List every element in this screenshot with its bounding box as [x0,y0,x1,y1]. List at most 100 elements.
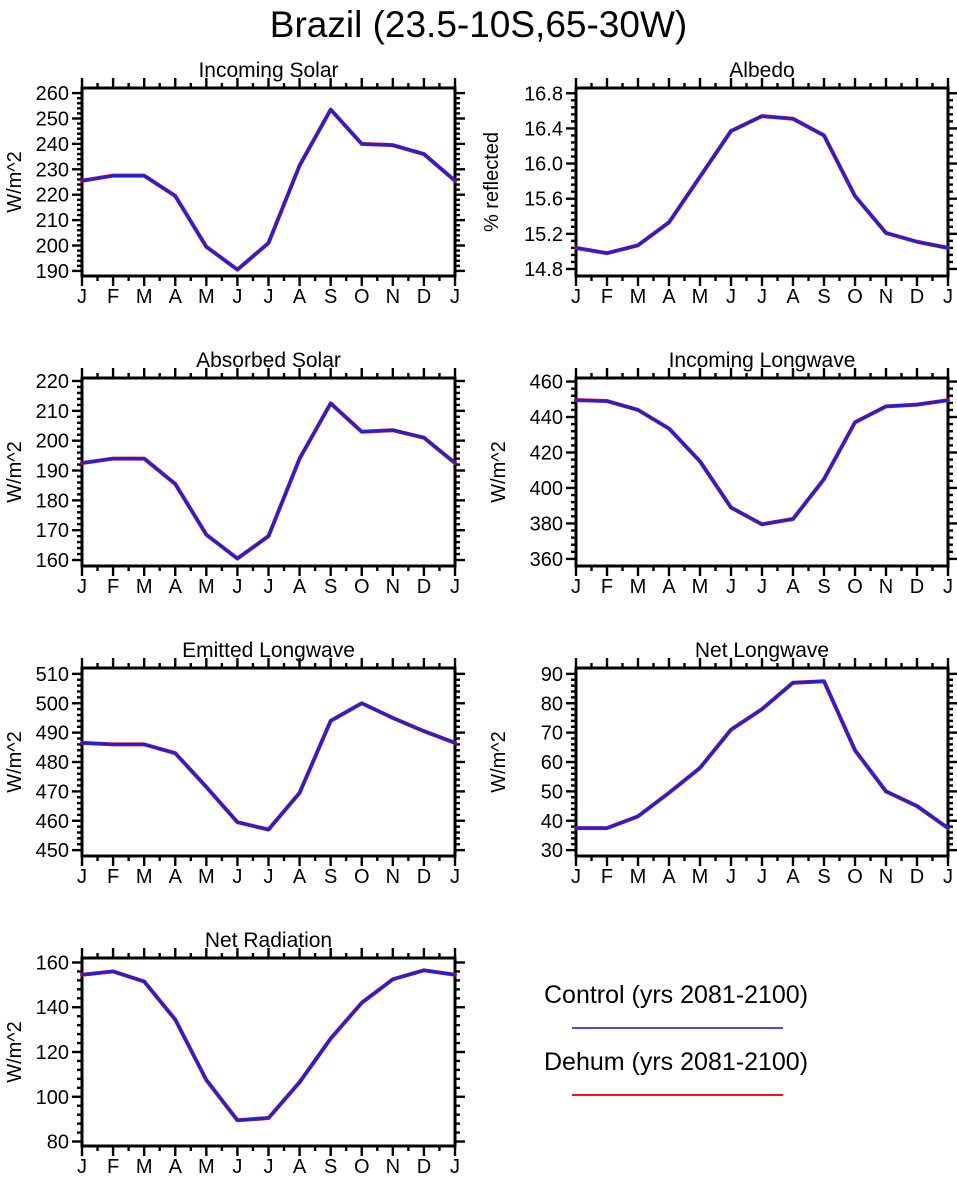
axis-ticks [72,368,465,576]
y-axis-label: W/m^2 [488,441,510,503]
month-label: S [324,1156,337,1178]
panel-title: Emitted Longwave [182,639,355,662]
plot-border [574,376,950,568]
panel-title: Incoming Longwave [669,349,856,372]
plot-border [80,666,457,858]
axis-ticks [566,78,957,286]
y-tick-label: 180 [36,490,69,512]
month-label: O [354,866,370,888]
y-tick-label: 260 [36,83,69,105]
y-tick-label: 460 [36,811,69,833]
month-label: J [726,286,736,308]
month-label: D [910,576,924,598]
month-label: J [943,576,953,598]
axis-ticks [72,78,465,286]
y-tick-label: 220 [36,185,69,207]
y-tick-label: 40 [541,811,563,833]
month-label: M [692,286,709,308]
month-label: N [386,1156,400,1178]
month-label: J [571,286,581,308]
y-tick-label: 80 [541,693,563,715]
y-tick-labels: 190 200 210 220 230 240 250 260 [36,83,69,283]
axis-ticks [566,658,957,866]
month-label: D [910,866,924,888]
y-tick-label: 230 [36,159,69,181]
month-label: A [293,576,307,598]
month-label: O [354,576,370,598]
month-label: M [198,576,215,598]
month-label: A [293,286,307,308]
y-tick-labels: 14.8 15.2 15.6 16.0 16.4 16.8 [524,83,563,281]
month-label: D [417,286,431,308]
month-label: F [107,576,119,598]
y-tick-label: 200 [36,236,69,258]
month-label: A [786,576,800,598]
month-label: A [662,866,676,888]
y-axis-label: W/m^2 [4,151,26,213]
month-label: J [264,1156,274,1178]
y-axis-label: W/m^2 [4,731,26,793]
y-tick-label: 16.4 [524,118,563,140]
month-label: J [232,866,242,888]
month-label: M [692,576,709,598]
y-tick-label: 170 [36,520,69,542]
month-label: J [943,866,953,888]
plot-border [80,956,457,1148]
y-tick-label: 500 [36,693,69,715]
y-tick-label: 250 [36,108,69,130]
month-label: M [198,866,215,888]
month-label: F [107,1156,119,1178]
y-tick-label: 160 [36,952,69,974]
figure-title: Brazil (23.5-10S,65-30W) [269,4,688,45]
month-label: J [77,866,87,888]
month-label: J [757,286,767,308]
y-tick-label: 480 [36,752,69,774]
y-tick-labels: 360 380 400 420 440 460 [530,372,563,571]
month-label: A [662,286,676,308]
chart-albedo: 14.815.215.616.016.416.8J F M A M J J A S O N D JAlb… [481,59,957,308]
panel-title: Absorbed Solar [196,349,341,372]
month-label: A [662,576,676,598]
plot-border [574,666,950,858]
legend-line-control [572,1027,783,1029]
month-label: J [264,286,274,308]
month-label: N [879,576,893,598]
panel-title: Albedo [729,59,794,82]
series-line-control [80,968,457,1122]
month-label: A [169,286,183,308]
y-tick-labels: 30 40 50 60 70 80 90 [541,664,563,862]
month-label: D [910,286,924,308]
month-label: F [601,576,613,598]
month-label: A [786,866,800,888]
y-tick-label: 470 [36,781,69,803]
month-label: J [232,1156,242,1178]
month-label: M [630,576,647,598]
month-label: S [817,286,830,308]
month-label: O [847,866,863,888]
y-tick-label: 140 [36,997,69,1019]
month-label: F [107,866,119,888]
month-label: O [847,286,863,308]
month-label: S [817,866,830,888]
y-tick-label: 400 [530,478,563,500]
month-label: A [293,1156,307,1178]
month-label: J [77,1156,87,1178]
plot-border [80,86,457,278]
series-line-dehum [574,398,950,527]
month-label: J [77,286,87,308]
month-label: M [136,286,153,308]
month-label: J [726,866,736,888]
y-tick-label: 190 [36,461,69,483]
month-label: S [817,576,830,598]
y-axis-label: W/m^2 [488,731,510,793]
month-label: J [77,576,87,598]
series-line-control [574,398,950,526]
month-label: M [136,1156,153,1178]
y-tick-label: 16.8 [524,83,563,105]
month-label: F [601,866,613,888]
month-label: A [293,866,307,888]
panel-title: Incoming Solar [198,59,338,82]
